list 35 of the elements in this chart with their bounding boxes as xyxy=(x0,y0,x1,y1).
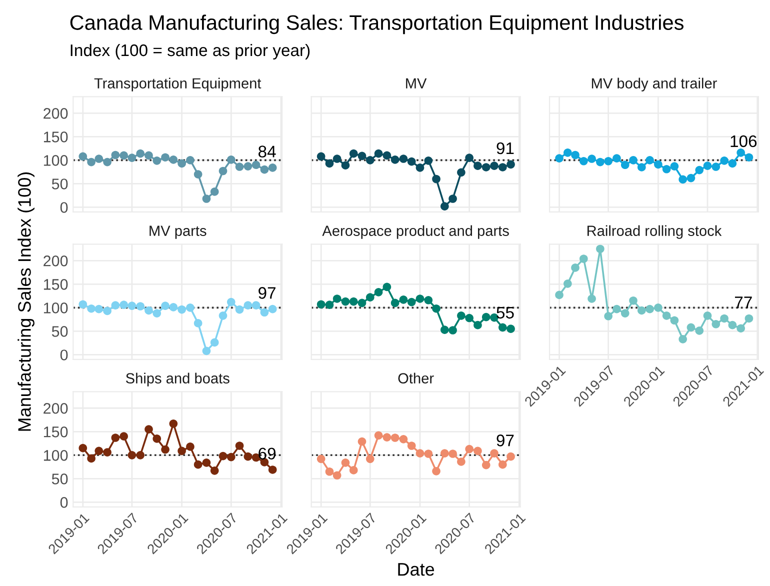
y-tick-label: 0 xyxy=(60,350,68,360)
y-tick-label: 150 xyxy=(44,426,68,438)
chart-title: Other xyxy=(398,372,434,384)
chart-title: Aerospace product and parts xyxy=(322,225,509,239)
chart-title: MV xyxy=(406,78,427,88)
y-axis-title: Manufacturing Sales Index (100) xyxy=(18,172,34,431)
annotation: 69 xyxy=(258,448,276,460)
y-tick-label: 50 xyxy=(52,474,68,484)
chart-title: MV parts xyxy=(150,226,206,239)
chart-title: Transportation Equipment xyxy=(94,78,262,92)
y-tick-label: 100 xyxy=(44,302,68,314)
y-tick-label: 100 xyxy=(44,450,68,461)
annotation: 97 xyxy=(258,287,276,299)
y-tick-label: 50 xyxy=(52,178,68,190)
text: Canada Manufacturing Sales: Transportation Equipment Industries xyxy=(70,14,684,34)
y-tick-label: 200 xyxy=(44,402,68,414)
annotation: 77 xyxy=(734,296,752,308)
chart-title: MV body and trailer xyxy=(592,78,717,92)
text: Index (100 = same as prior year) xyxy=(70,44,310,60)
y-tick-label: 50 xyxy=(52,326,68,337)
y-tick-label: 0 xyxy=(60,202,68,213)
y-tick-label: 200 xyxy=(44,108,68,119)
y-tick-label: 200 xyxy=(44,256,68,266)
y-tick-label: 100 xyxy=(44,155,68,166)
annotation: 97 xyxy=(496,434,514,446)
annotation: 106 xyxy=(730,135,757,148)
y-tick-label: 150 xyxy=(44,132,68,142)
chart-title: Ships and boats xyxy=(126,372,230,386)
y-tick-label: 150 xyxy=(44,279,68,290)
annotation: 91 xyxy=(496,142,514,154)
annotation: 84 xyxy=(258,146,276,158)
y-tick-label: 0 xyxy=(60,497,68,508)
chart-title: Railroad rolling stock xyxy=(588,225,722,239)
annotation: 55 xyxy=(496,306,514,319)
x-axis-title: Date xyxy=(398,563,434,576)
